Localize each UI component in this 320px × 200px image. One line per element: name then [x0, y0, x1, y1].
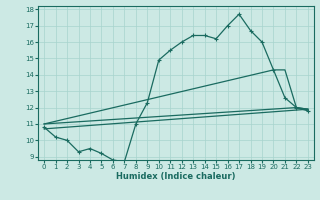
- X-axis label: Humidex (Indice chaleur): Humidex (Indice chaleur): [116, 172, 236, 181]
